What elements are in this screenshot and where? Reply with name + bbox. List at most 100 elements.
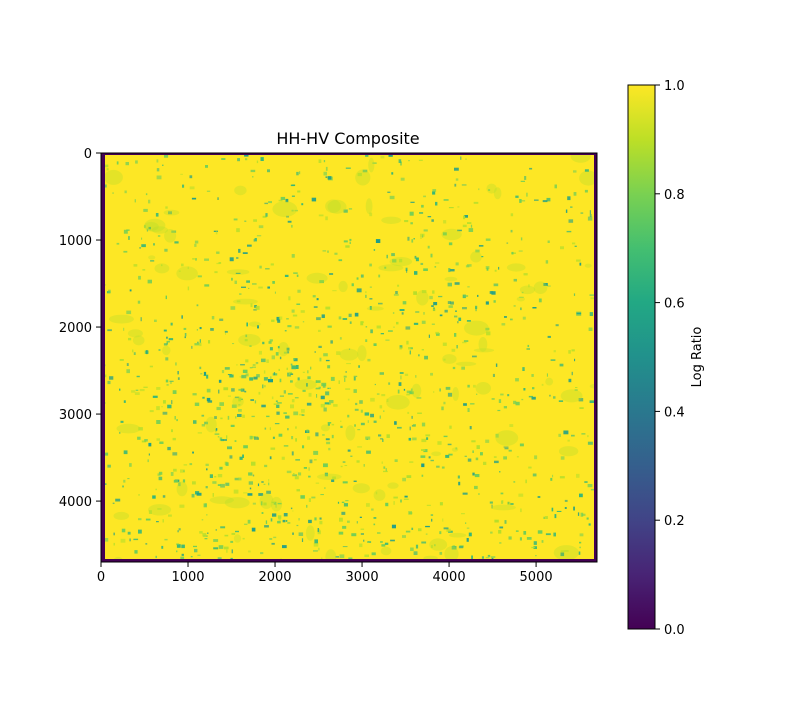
heatmap-speckle xyxy=(430,459,434,462)
heatmap-speckle xyxy=(318,159,322,163)
heatmap-speckle xyxy=(156,175,162,180)
heatmap-speckle xyxy=(369,212,373,217)
heatmap-speckle xyxy=(327,387,329,389)
heatmap-speckle xyxy=(176,550,178,553)
heatmap-speckle xyxy=(156,438,160,441)
heatmap-patch xyxy=(366,306,384,311)
heatmap-speckle xyxy=(225,462,229,466)
heatmap-speckle xyxy=(249,377,254,381)
heatmap-speckle xyxy=(342,481,348,484)
heatmap-speckle xyxy=(462,307,467,310)
heatmap-speckle xyxy=(342,461,346,463)
heatmap-speckle xyxy=(203,375,207,376)
heatmap-speckle xyxy=(263,483,266,485)
heatmap-speckle xyxy=(443,358,446,361)
heatmap-speckle xyxy=(155,555,157,559)
heatmap-patch xyxy=(429,538,448,551)
heatmap-speckle xyxy=(123,400,126,403)
heatmap-speckle xyxy=(461,366,465,370)
heatmap-speckle xyxy=(177,371,179,375)
heatmap-speckle xyxy=(197,432,202,434)
heatmap-speckle xyxy=(104,284,107,286)
heatmap-speckle xyxy=(373,420,377,423)
heatmap-speckle xyxy=(443,199,449,201)
heatmap-speckle xyxy=(290,363,293,366)
heatmap-speckle xyxy=(287,393,293,395)
heatmap-speckle xyxy=(277,319,281,323)
heatmap-speckle xyxy=(296,274,299,277)
heatmap-speckle xyxy=(381,394,386,397)
heatmap-speckle xyxy=(202,533,207,537)
heatmap-speckle xyxy=(248,481,253,485)
heatmap-speckle xyxy=(564,507,567,509)
heatmap-speckle xyxy=(171,230,177,233)
heatmap-speckle xyxy=(192,451,194,454)
heatmap-patch xyxy=(373,489,386,501)
heatmap-speckle xyxy=(247,244,252,247)
heatmap-speckle xyxy=(237,414,242,417)
heatmap-speckle xyxy=(464,455,467,457)
heatmap-speckle xyxy=(301,414,305,416)
heatmap-speckle xyxy=(279,356,282,360)
heatmap-patch xyxy=(325,549,337,562)
heatmap-speckle xyxy=(242,369,248,373)
heatmap-speckle xyxy=(418,528,422,532)
heatmap-speckle xyxy=(292,510,294,512)
heatmap-speckle xyxy=(301,409,305,413)
heatmap-speckle xyxy=(190,556,193,558)
heatmap-speckle xyxy=(454,183,457,187)
heatmap-speckle xyxy=(269,538,273,540)
heatmap-speckle xyxy=(131,390,136,393)
heatmap-speckle xyxy=(134,392,140,395)
heatmap-speckle xyxy=(296,171,299,176)
heatmap-patch xyxy=(545,377,554,386)
heatmap-speckle xyxy=(328,447,331,451)
heatmap-speckle xyxy=(267,169,270,173)
heatmap-speckle xyxy=(532,307,537,309)
heatmap-speckle xyxy=(549,394,551,397)
heatmap-speckle xyxy=(296,365,299,369)
heatmap-speckle xyxy=(318,214,324,217)
heatmap-speckle xyxy=(363,464,365,467)
heatmap-speckle xyxy=(586,517,589,520)
heatmap-speckle xyxy=(311,197,317,202)
heatmap-speckle xyxy=(436,465,440,468)
heatmap-speckle xyxy=(492,373,495,377)
heatmap-patch xyxy=(238,334,261,347)
heatmap-speckle xyxy=(287,522,291,524)
heatmap-speckle xyxy=(489,501,493,504)
heatmap-speckle xyxy=(431,545,433,548)
y-tick-label: 2000 xyxy=(59,321,92,336)
heatmap-speckle xyxy=(217,436,220,438)
heatmap-speckle xyxy=(278,199,283,202)
heatmap-speckle xyxy=(360,422,365,426)
heatmap-speckle xyxy=(348,208,353,210)
heatmap-speckle xyxy=(353,389,357,393)
heatmap-patch xyxy=(176,481,188,497)
heatmap-patch xyxy=(378,264,404,272)
heatmap-speckle xyxy=(427,245,430,249)
heatmap-speckle xyxy=(293,473,295,476)
heatmap-speckle xyxy=(338,316,342,320)
heatmap-speckle xyxy=(439,314,443,317)
heatmap-speckle xyxy=(421,422,426,427)
heatmap-speckle xyxy=(413,322,419,325)
heatmap-speckle xyxy=(545,533,551,536)
heatmap-speckle xyxy=(258,225,264,229)
heatmap-speckle xyxy=(251,461,256,466)
heatmap-speckle xyxy=(462,224,467,228)
heatmap-speckle xyxy=(320,403,325,408)
heatmap-speckle xyxy=(307,370,309,374)
heatmap-speckle xyxy=(183,464,188,466)
heatmap-speckle xyxy=(421,463,425,468)
heatmap-speckle xyxy=(156,521,159,523)
heatmap-speckle xyxy=(314,539,318,544)
heatmap-speckle xyxy=(398,382,402,386)
heatmap-speckle xyxy=(199,339,201,343)
heatmap-speckle xyxy=(447,282,452,287)
heatmap-speckle xyxy=(137,300,141,304)
heatmap-speckle xyxy=(457,321,459,324)
heatmap-speckle xyxy=(510,229,513,233)
heatmap-speckle xyxy=(231,532,236,535)
heatmap-speckle xyxy=(339,337,342,340)
